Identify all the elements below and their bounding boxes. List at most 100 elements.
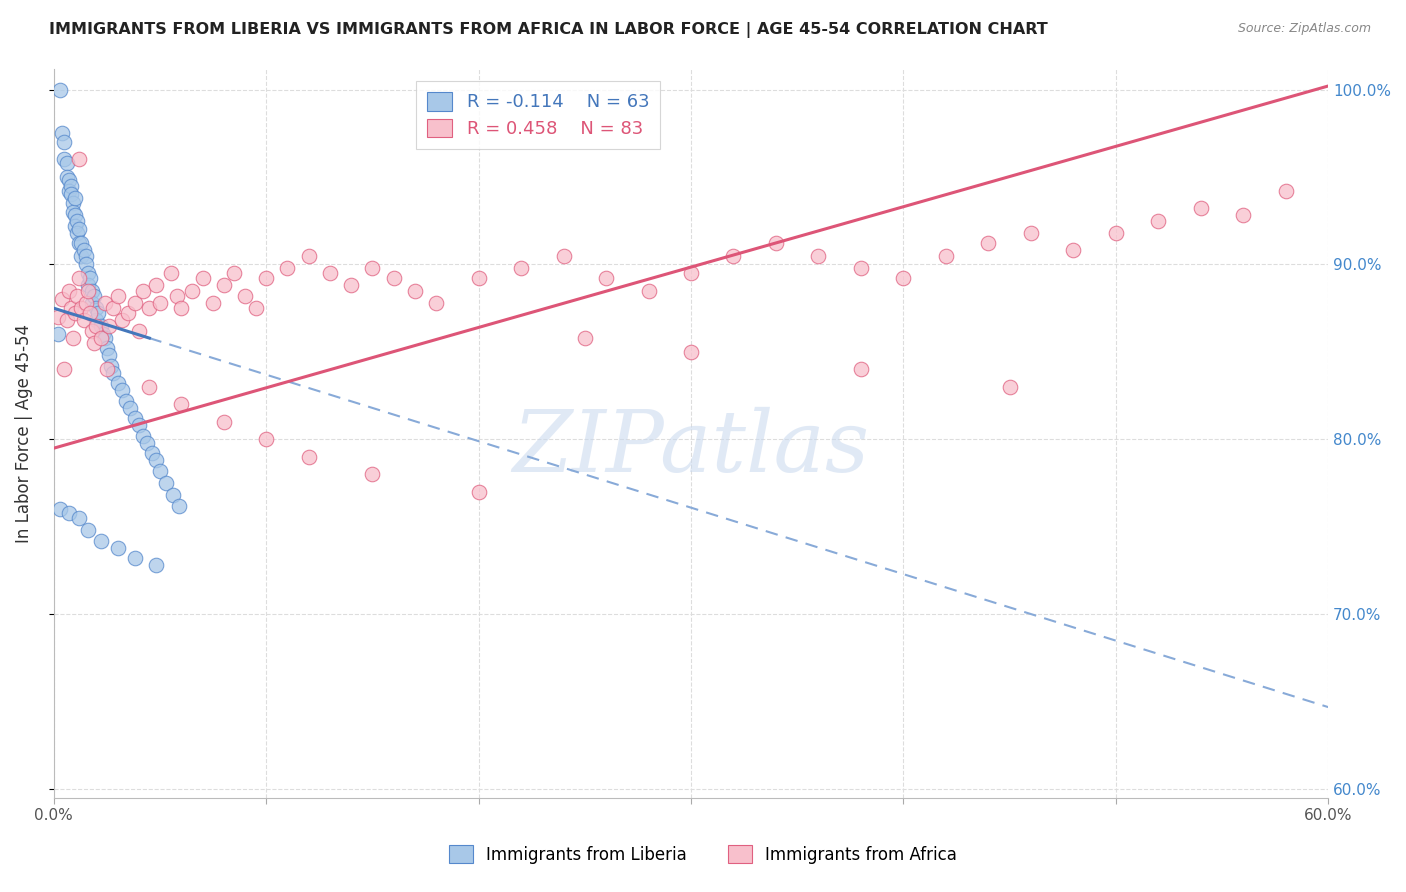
Point — [254, 433, 277, 447]
Point — [59, 178, 82, 193]
Point — [149, 296, 172, 310]
Point — [84, 301, 107, 316]
Point — [79, 271, 101, 285]
Point — [83, 336, 105, 351]
Point — [167, 499, 190, 513]
Point — [90, 533, 112, 548]
Point — [59, 187, 82, 202]
Point — [75, 249, 97, 263]
Point — [55, 313, 77, 327]
Point — [807, 249, 830, 263]
Point — [111, 313, 134, 327]
Point — [595, 271, 617, 285]
Point — [553, 249, 575, 263]
Point — [893, 271, 915, 285]
Point — [159, 266, 181, 280]
Point — [51, 126, 73, 140]
Point — [70, 249, 93, 263]
Point — [90, 318, 112, 333]
Point — [46, 327, 69, 342]
Point — [132, 429, 155, 443]
Point — [132, 284, 155, 298]
Point — [59, 301, 82, 316]
Point — [245, 301, 267, 316]
Point — [155, 476, 177, 491]
Point — [467, 484, 489, 499]
Point — [191, 271, 214, 285]
Point — [723, 249, 745, 263]
Point — [145, 453, 167, 467]
Point — [340, 278, 363, 293]
Point — [467, 271, 489, 285]
Point — [425, 296, 447, 310]
Point — [170, 301, 193, 316]
Point — [849, 362, 872, 376]
Legend: R = -0.114    N = 63, R = 0.458    N = 83: R = -0.114 N = 63, R = 0.458 N = 83 — [416, 81, 659, 149]
Point — [180, 284, 202, 298]
Point — [63, 191, 86, 205]
Point — [80, 284, 103, 298]
Point — [1232, 209, 1254, 223]
Point — [75, 296, 97, 310]
Point — [977, 236, 1000, 251]
Point — [83, 289, 105, 303]
Point — [141, 446, 163, 460]
Point — [91, 327, 114, 342]
Point — [124, 296, 146, 310]
Point — [103, 366, 125, 380]
Point — [53, 362, 76, 376]
Point — [115, 393, 138, 408]
Point — [107, 541, 129, 555]
Point — [1147, 213, 1170, 227]
Point — [49, 502, 72, 516]
Point — [212, 415, 235, 429]
Point — [1274, 184, 1296, 198]
Point — [103, 301, 125, 316]
Point — [107, 289, 129, 303]
Point — [162, 488, 184, 502]
Point — [80, 296, 103, 310]
Point — [94, 296, 117, 310]
Point — [382, 271, 405, 285]
Point — [79, 306, 101, 320]
Point — [166, 289, 188, 303]
Point — [63, 306, 86, 320]
Point — [62, 331, 84, 345]
Point — [574, 331, 596, 345]
Point — [84, 313, 107, 327]
Point — [67, 222, 90, 236]
Point — [63, 219, 86, 233]
Point — [62, 196, 84, 211]
Point — [679, 266, 702, 280]
Point — [46, 310, 69, 324]
Point — [319, 266, 342, 280]
Point — [66, 226, 89, 240]
Text: Source: ZipAtlas.com: Source: ZipAtlas.com — [1237, 22, 1371, 36]
Legend: Immigrants from Liberia, Immigrants from Africa: Immigrants from Liberia, Immigrants from… — [443, 838, 963, 871]
Point — [124, 411, 146, 425]
Point — [679, 345, 702, 359]
Point — [107, 376, 129, 391]
Point — [510, 260, 533, 275]
Point — [70, 236, 93, 251]
Point — [55, 156, 77, 170]
Point — [76, 284, 98, 298]
Point — [361, 467, 384, 482]
Point — [1019, 226, 1042, 240]
Point — [212, 278, 235, 293]
Point — [62, 205, 84, 219]
Point — [58, 184, 80, 198]
Point — [66, 289, 89, 303]
Point — [49, 82, 72, 96]
Point — [58, 173, 80, 187]
Point — [124, 551, 146, 566]
Point — [149, 464, 172, 478]
Point — [66, 213, 89, 227]
Point — [765, 236, 787, 251]
Point — [276, 260, 298, 275]
Point — [170, 397, 193, 411]
Point — [935, 249, 957, 263]
Point — [98, 348, 121, 362]
Text: IMMIGRANTS FROM LIBERIA VS IMMIGRANTS FROM AFRICA IN LABOR FORCE | AGE 45-54 COR: IMMIGRANTS FROM LIBERIA VS IMMIGRANTS FR… — [49, 22, 1047, 38]
Point — [1105, 226, 1128, 240]
